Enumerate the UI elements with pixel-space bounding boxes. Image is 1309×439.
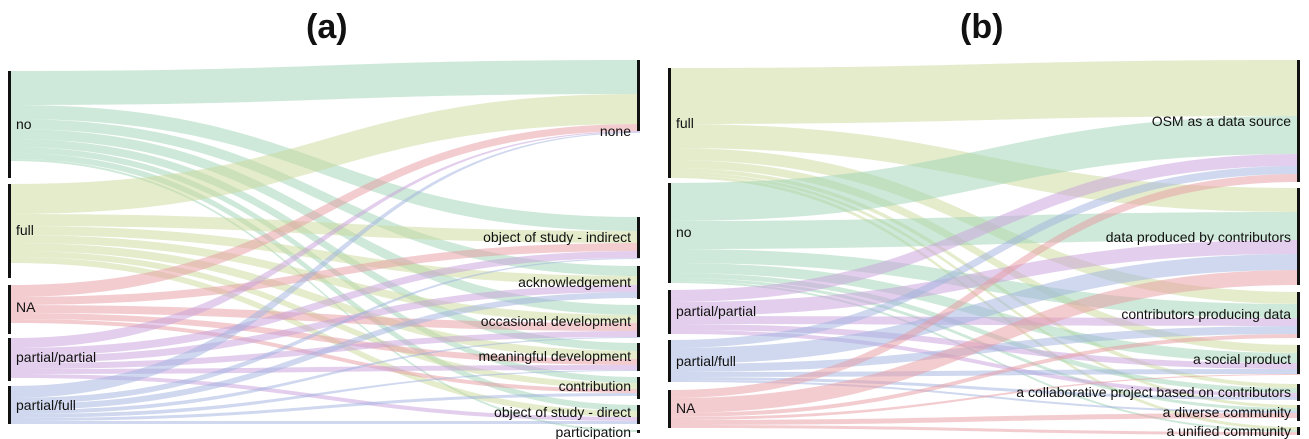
right-node-bar-contribution <box>637 377 640 399</box>
flow-na-to-none <box>11 124 640 297</box>
flow-no-to-a-collaborative-project-based-on-contributors <box>671 273 1300 393</box>
flow-na-to-data-produced-by-contributors <box>671 270 1300 413</box>
right-node-bar-acknowledgement <box>637 266 640 299</box>
flow-partial-full-to-data-produced-by-contributors <box>671 254 1300 364</box>
right-node-label-object-of-study-indirect: object of study - indirect <box>483 229 631 245</box>
panel-a-title: (a) <box>306 8 348 46</box>
right-node-label-a-collaborative-project-based-on-contributors: a collaborative project based on contrib… <box>1016 384 1291 400</box>
flow-partial-full-to-osm-as-a-data-source <box>671 166 1300 348</box>
right-node-label-participation: participation <box>556 424 632 439</box>
right-node-bar-occasional-development <box>637 305 640 337</box>
flow-no-to-meaningful-development <box>11 139 640 351</box>
flow-partial-partial-to-meaningful-development <box>11 365 640 374</box>
flow-partial-full-to-a-collaborative-project-based-on-contributors <box>671 377 1300 400</box>
right-node-label-data-produced-by-contributors: data produced by contributors <box>1106 229 1291 245</box>
flow-full-to-occasional-development <box>11 235 640 323</box>
left-node-bar-partial-full <box>8 386 11 424</box>
left-node-label-partial-partial: partial/partial <box>16 349 96 365</box>
flow-no-to-none <box>11 60 640 105</box>
left-node-bar-no <box>668 183 671 283</box>
flow-na-to-object-of-study-indirect <box>11 243 640 305</box>
left-node-label-full: full <box>16 222 34 238</box>
flow-no-to-a-unified-community <box>671 281 1300 432</box>
flow-no-to-acknowledgement <box>11 119 640 276</box>
flow-na-to-a-diverse-community <box>671 413 1300 425</box>
panel-b-title: (b) <box>960 8 1004 46</box>
flow-na-to-a-social-product <box>671 374 1300 420</box>
flow-na-to-occasional-development <box>11 305 640 331</box>
right-node-bar-a-unified-community <box>1297 427 1300 435</box>
right-node-bar-a-social-product <box>1297 345 1300 374</box>
flow-na-to-contribution <box>11 319 640 393</box>
left-node-label-partial-full: partial/full <box>16 397 76 413</box>
left-node-label-partial-partial: partial/partial <box>676 303 756 319</box>
flow-na-to-osm-as-a-data-source <box>671 174 1300 398</box>
right-node-bar-object-of-study-direct <box>637 405 640 424</box>
left-node-bar-partial-partial <box>668 290 671 334</box>
left-node-bar-full <box>8 184 11 278</box>
right-node-label-contributors-producing-data: contributors producing data <box>1121 306 1291 322</box>
left-node-bar-partial-partial <box>8 338 11 381</box>
right-node-bar-object-of-study-indirect <box>637 217 640 258</box>
left-node-bar-partial-full <box>668 340 671 382</box>
left-node-label-na: NA <box>16 299 36 315</box>
flow-partial-partial-to-data-produced-by-contributors <box>671 240 1300 316</box>
left-node-bar-na <box>8 285 11 334</box>
flow-no-to-participation <box>11 159 640 432</box>
flow-partial-full-to-acknowledgement <box>11 292 640 410</box>
right-node-bar-a-diverse-community <box>1297 405 1300 421</box>
flow-na-to-contributors-producing-data <box>671 334 1300 417</box>
right-node-bar-a-collaborative-project-based-on-contributors <box>1297 384 1300 401</box>
flow-partial-full-to-occasional-development <box>11 337 640 414</box>
flow-partial-full-to-meaningful-development <box>11 370 640 418</box>
right-node-label-occasional-development: occasional development <box>481 313 631 329</box>
right-node-label-a-social-product: a social product <box>1193 351 1291 367</box>
right-node-label-a-unified-community: a unified community <box>1166 423 1291 439</box>
right-node-bar-data-produced-by-contributors <box>1297 188 1300 285</box>
flow-no-to-occasional-development <box>11 129 640 315</box>
left-node-bar-no <box>8 71 11 178</box>
flow-partial-partial-to-acknowledgement <box>11 285 640 363</box>
left-node-label-full: full <box>676 115 694 131</box>
left-node-label-na: NA <box>676 400 696 416</box>
left-node-label-no: no <box>676 224 692 240</box>
right-node-label-contribution: contribution <box>559 378 631 394</box>
flow-na-to-meaningful-development <box>11 313 640 365</box>
flow-partial-partial-to-none <box>11 131 640 348</box>
flow-partial-partial-to-osm-as-a-data-source <box>671 154 1300 302</box>
right-node-bar-meaningful-development <box>637 343 640 371</box>
flow-partial-partial-to-object-of-study-indirect <box>11 251 640 356</box>
flow-partial-full-to-object-of-study-direct <box>11 421 640 424</box>
left-node-label-no: no <box>16 116 32 132</box>
flow-partial-full-to-contribution <box>11 393 640 421</box>
left-node-bar-full <box>668 68 671 178</box>
sankey-panel-b: full no partial/partial partial/full NA OSM a… <box>668 60 1300 439</box>
right-node-bar-none <box>637 60 640 131</box>
right-node-bar-contributors-producing-data <box>1297 292 1300 338</box>
flow-full-to-osm-as-a-data-source <box>671 60 1300 124</box>
flow-partial-full-to-object-of-study-indirect <box>11 258 640 404</box>
flow-na-to-a-unified-community <box>671 425 1300 435</box>
flow-partial-partial-to-a-collaborative-project-based-on-contributors <box>671 330 1300 397</box>
right-node-label-osm-as-a-data-source: OSM as a data source <box>1152 113 1292 129</box>
flow-no-to-osm-as-a-data-source <box>671 116 1300 221</box>
flow-full-to-acknowledgement <box>11 226 640 285</box>
left-node-bar-na <box>668 390 671 428</box>
right-node-label-meaningful-development: meaningful development <box>478 348 631 364</box>
sankey-panel-a: no full NA partial/partial partial/full none o… <box>8 60 640 439</box>
right-node-label-object-of-study-direct: object of study - direct <box>494 404 631 420</box>
flow-partial-full-to-none <box>11 132 640 398</box>
flow-partial-partial-to-object-of-study-direct <box>11 374 640 421</box>
right-node-bar-osm-as-a-data-source <box>1297 60 1300 182</box>
right-node-label-a-diverse-community: a diverse community <box>1163 404 1291 420</box>
flow-full-to-none <box>11 94 640 214</box>
right-node-label-acknowledgement: acknowledgement <box>518 274 631 290</box>
right-node-bar-participation <box>637 430 640 433</box>
flow-full-to-object-of-study-indirect <box>11 214 640 243</box>
left-node-label-partial-full: partial/full <box>676 353 736 369</box>
right-node-label-none: none <box>600 123 631 139</box>
